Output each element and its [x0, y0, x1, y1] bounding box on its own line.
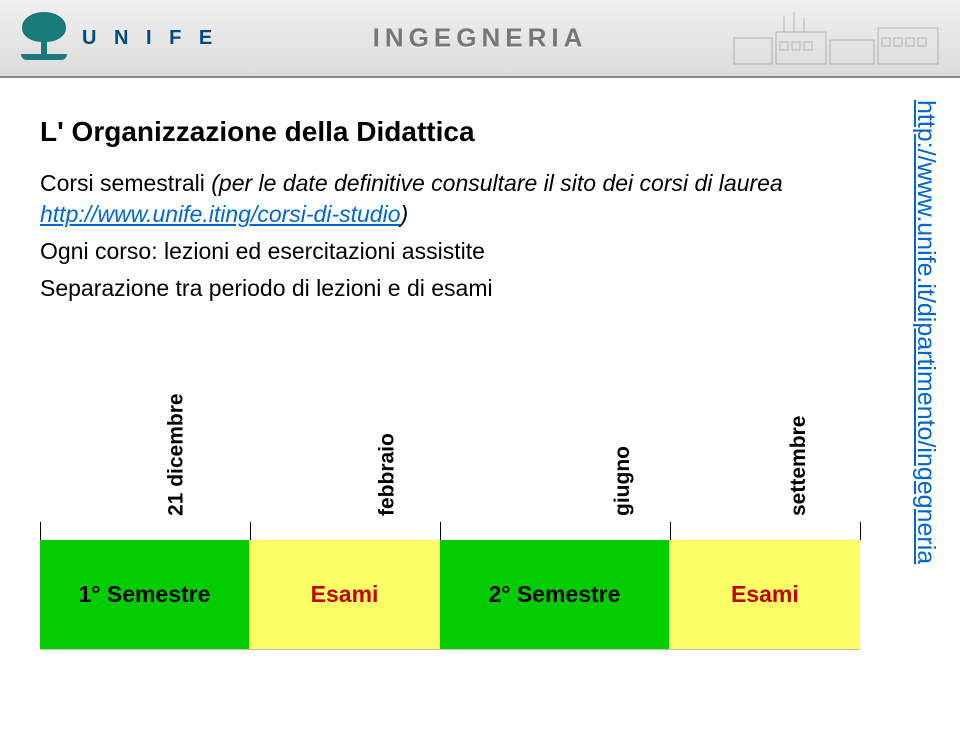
timeline-tick-label: febbraio: [375, 433, 399, 516]
text-corsi-prefix: Corsi semestrali: [40, 170, 211, 196]
page-title: L' Organizzazione della Didattica: [40, 116, 920, 148]
timeline-tick-line: [40, 522, 41, 540]
semester-timeline: settembre 21 dicembre febbraio giugno settem…: [40, 370, 860, 650]
corsi-link[interactable]: http://www.unife.iting/corsi-di-studio: [40, 201, 401, 227]
side-url-wrap: http://www.unife.it/dipartimento/ingegne…: [924, 100, 956, 660]
timeline-segment-label: 2° Semestre: [488, 581, 620, 608]
timeline-tick-label: settembre: [786, 416, 810, 516]
buildings-illustration-icon: [732, 12, 942, 66]
timeline-tick-label: 21 dicembre: [165, 393, 189, 516]
department-url-link[interactable]: http://www.unife.it/dipartimento/ingegne…: [911, 100, 940, 564]
timeline-segment: Esami: [250, 540, 440, 649]
timeline-segment-label: Esami: [311, 581, 379, 608]
timeline-bar: 1° Semestre Esami 2° Semestre Esami: [40, 540, 860, 650]
timeline-tick: febbraio: [440, 522, 441, 540]
paragraph-ogni-corso: Ogni corso: lezioni ed esercitazioni ass…: [40, 236, 920, 267]
slide-content: L' Organizzazione della Didattica Corsi …: [0, 78, 960, 304]
timeline-tick: 21 dicembre: [250, 522, 251, 540]
paragraph-corsi: Corsi semestrali (per le date definitive…: [40, 168, 920, 230]
header-center-title: INGEGNERIA: [373, 23, 588, 54]
timeline-tick: settembre: [40, 522, 41, 540]
unife-tree-icon: [18, 12, 70, 64]
timeline-segment: 1° Semestre: [40, 540, 250, 649]
timeline-tick-line: [440, 522, 441, 540]
unife-label: U N I F E: [82, 27, 218, 50]
text-corsi-italic: (per le date definitive consultare il si…: [211, 170, 782, 196]
page-header: U N I F E INGEGNERIA: [0, 0, 960, 78]
timeline-tick-label: giugno: [611, 446, 635, 516]
timeline-segment-label: Esami: [731, 581, 799, 608]
timeline-tick: settembre: [860, 522, 861, 540]
timeline-tick-line: [860, 522, 861, 540]
timeline-segment: 2° Semestre: [440, 540, 670, 649]
body-text: Corsi semestrali (per le date definitive…: [40, 168, 920, 304]
timeline-tick-line: [250, 522, 251, 540]
timeline-ticks: settembre 21 dicembre febbraio giugno settem…: [40, 370, 860, 540]
text-corsi-close: ): [401, 201, 409, 227]
timeline-segment-label: 1° Semestre: [78, 581, 210, 608]
brand-block: U N I F E: [18, 12, 218, 64]
paragraph-separazione: Separazione tra periodo di lezioni e di …: [40, 273, 920, 304]
timeline-tick: giugno: [670, 522, 671, 540]
timeline-tick-line: [670, 522, 671, 540]
timeline-segment: Esami: [670, 540, 860, 649]
